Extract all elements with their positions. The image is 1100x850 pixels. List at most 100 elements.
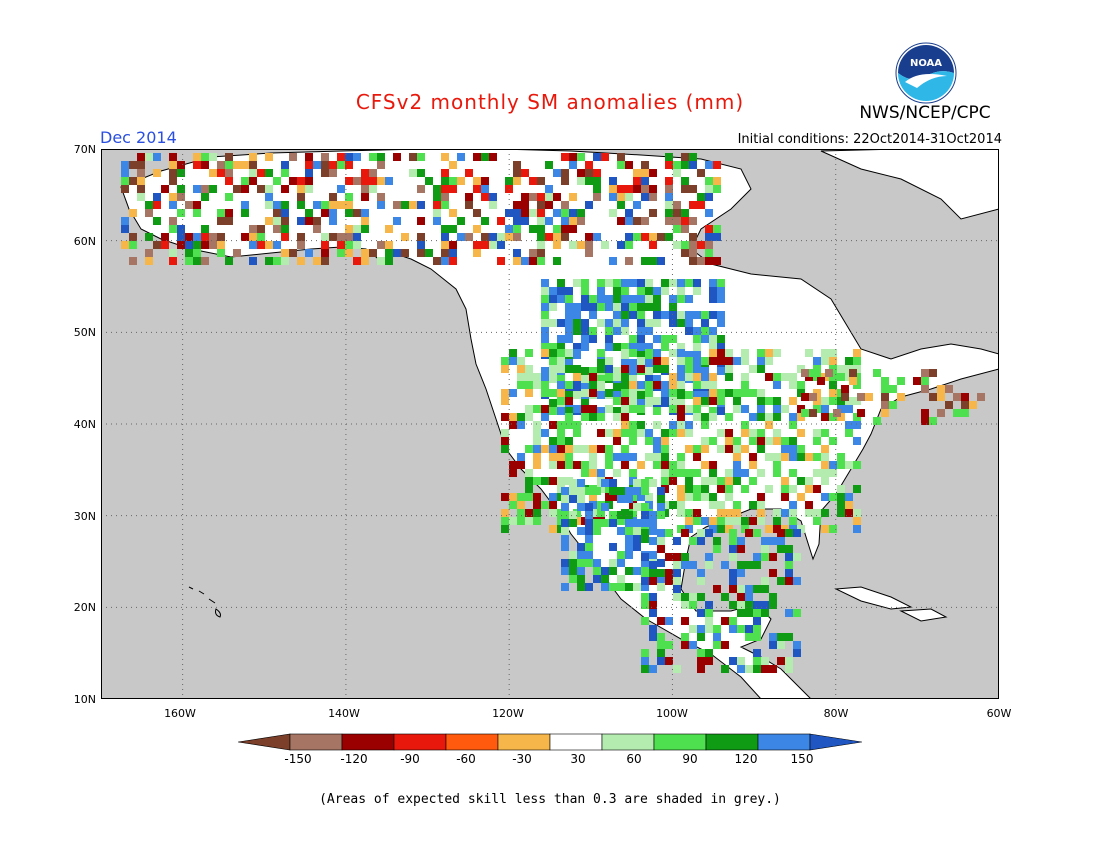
anomaly-cell <box>649 577 657 585</box>
anomaly-cell <box>677 365 685 373</box>
anomaly-cell <box>733 437 741 445</box>
anomaly-cell <box>749 501 757 509</box>
anomaly-cell <box>641 559 649 567</box>
anomaly-cell <box>577 583 585 591</box>
anomaly-cell <box>633 567 641 575</box>
anomaly-cell <box>701 391 709 399</box>
anomaly-cell <box>537 193 545 201</box>
anomaly-cell <box>693 517 701 525</box>
anomaly-cell <box>681 225 689 233</box>
anomaly-cell <box>685 429 693 437</box>
anomaly-cell <box>509 357 517 365</box>
anomaly-cell <box>761 537 769 545</box>
anomaly-cell <box>757 405 765 413</box>
anomaly-cell <box>641 665 649 673</box>
anomaly-cell <box>145 209 153 217</box>
anomaly-cell <box>641 601 649 609</box>
anomaly-cell <box>829 525 837 533</box>
anomaly-cell <box>669 421 677 429</box>
anomaly-cell <box>137 177 145 185</box>
anomaly-cell <box>657 569 665 577</box>
anomaly-cell <box>177 193 185 201</box>
anomaly-cell <box>745 601 753 609</box>
anomaly-cell <box>717 287 725 295</box>
anomaly-cell <box>129 233 137 241</box>
anomaly-cell <box>661 477 669 485</box>
anomaly-cell <box>645 327 653 335</box>
lon-label-120w: 120W <box>492 707 524 720</box>
anomaly-cell <box>557 477 565 485</box>
anomaly-cell <box>665 577 673 585</box>
anomaly-cell <box>525 517 533 525</box>
anomaly-cell <box>697 633 705 641</box>
anomaly-cell <box>805 509 813 517</box>
anomaly-cell <box>249 169 257 177</box>
anomaly-cell <box>717 485 725 493</box>
anomaly-cell <box>637 295 645 303</box>
anomaly-cell <box>757 349 765 357</box>
anomaly-cell <box>669 373 677 381</box>
anomaly-cell <box>449 161 457 169</box>
anomaly-cell <box>513 201 521 209</box>
anomaly-cell <box>781 485 789 493</box>
anomaly-cell <box>629 405 637 413</box>
anomaly-cell <box>489 153 497 161</box>
lon-label-140w: 140W <box>328 707 360 720</box>
color-legend-bar <box>238 733 862 751</box>
anomaly-cell <box>161 241 169 249</box>
anomaly-cell <box>633 503 641 511</box>
anomaly-cell <box>649 479 657 487</box>
anomaly-cell <box>693 445 701 453</box>
anomaly-cell <box>605 453 613 461</box>
legend-color-segment <box>445 733 499 751</box>
anomaly-cell <box>649 185 657 193</box>
anomaly-cell <box>685 445 693 453</box>
anomaly-cell <box>249 225 257 233</box>
anomaly-cell <box>541 429 549 437</box>
anomaly-cell <box>361 209 369 217</box>
anomaly-cell <box>605 279 613 287</box>
anomaly-cell <box>441 257 449 265</box>
anomaly-cell <box>585 583 593 591</box>
anomaly-cell <box>797 445 805 453</box>
anomaly-cell <box>789 413 797 421</box>
anomaly-cell <box>225 169 233 177</box>
anomaly-cell <box>121 161 129 169</box>
anomaly-cell <box>549 461 557 469</box>
anomaly-cell <box>837 485 845 493</box>
anomaly-cell <box>657 487 665 495</box>
anomaly-cell <box>633 543 641 551</box>
anomaly-cell <box>409 169 417 177</box>
anomaly-cell <box>665 233 673 241</box>
anomaly-cell <box>737 601 745 609</box>
anomaly-cell <box>489 193 497 201</box>
anomaly-cell <box>821 397 829 405</box>
anomaly-cell <box>633 201 641 209</box>
anomaly-cell <box>533 445 541 453</box>
anomaly-cell <box>385 225 393 233</box>
anomaly-cell <box>633 487 641 495</box>
anomaly-cell <box>649 593 657 601</box>
anomaly-cell <box>845 421 853 429</box>
anomaly-cells <box>121 153 985 673</box>
anomaly-cell <box>665 201 673 209</box>
anomaly-cell <box>509 421 517 429</box>
anomaly-cell <box>565 311 573 319</box>
anomaly-cell <box>605 319 613 327</box>
anomaly-cell <box>725 437 733 445</box>
anomaly-cell <box>657 495 665 503</box>
anomaly-cell <box>717 525 725 533</box>
anomaly-cell <box>797 381 805 389</box>
anomaly-cell <box>569 551 577 559</box>
anomaly-cell <box>621 303 629 311</box>
anomaly-cell <box>789 381 797 389</box>
anomaly-cell <box>785 577 793 585</box>
anomaly-cell <box>897 393 905 401</box>
anomaly-cell <box>593 169 601 177</box>
anomaly-cell <box>629 469 637 477</box>
anomaly-cell <box>685 509 693 517</box>
anomaly-cell <box>545 217 553 225</box>
anomaly-cell <box>773 413 781 421</box>
anomaly-cell <box>329 169 337 177</box>
anomaly-cell <box>681 177 689 185</box>
